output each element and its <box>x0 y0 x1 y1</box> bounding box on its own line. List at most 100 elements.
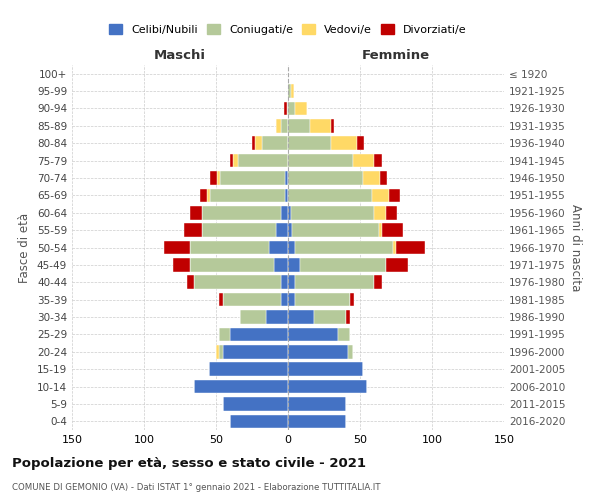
Bar <box>190 258 274 272</box>
Y-axis label: Anni di nascita: Anni di nascita <box>569 204 582 291</box>
Bar <box>194 380 288 394</box>
Bar <box>288 224 292 237</box>
Bar <box>285 171 288 185</box>
Bar <box>291 84 294 98</box>
Bar <box>288 328 338 341</box>
Bar <box>288 240 295 254</box>
Bar <box>357 136 364 150</box>
Bar <box>288 276 295 289</box>
Y-axis label: Fasce di età: Fasce di età <box>19 212 31 282</box>
Bar <box>287 102 288 115</box>
Bar <box>262 136 288 150</box>
Bar <box>241 310 266 324</box>
Bar <box>353 154 374 168</box>
Bar <box>223 293 281 306</box>
Text: COMUNE DI GEMONIO (VA) - Dati ISTAT 1° gennaio 2021 - Elaborazione TUTTITALIA.IT: COMUNE DI GEMONIO (VA) - Dati ISTAT 1° g… <box>12 484 380 492</box>
Text: Maschi: Maschi <box>154 48 206 62</box>
Bar <box>184 224 202 237</box>
Bar <box>310 119 331 132</box>
Bar <box>288 119 310 132</box>
Bar <box>291 206 374 220</box>
Bar <box>281 276 288 289</box>
Bar <box>210 188 285 202</box>
Bar <box>202 206 281 220</box>
Bar <box>209 362 288 376</box>
Bar <box>266 310 288 324</box>
Bar <box>374 206 386 220</box>
Bar <box>288 397 346 410</box>
Bar <box>288 154 353 168</box>
Bar <box>288 102 295 115</box>
Bar <box>230 328 288 341</box>
Bar <box>288 136 331 150</box>
Bar <box>223 397 288 410</box>
Bar <box>216 345 219 358</box>
Bar <box>374 154 382 168</box>
Bar <box>288 206 291 220</box>
Bar <box>288 362 363 376</box>
Bar <box>288 84 291 98</box>
Bar <box>331 119 334 132</box>
Bar <box>288 380 367 394</box>
Bar <box>288 293 295 306</box>
Bar <box>363 171 380 185</box>
Bar <box>349 345 353 358</box>
Bar <box>230 154 233 168</box>
Bar <box>281 206 288 220</box>
Bar <box>219 345 223 358</box>
Bar <box>269 240 288 254</box>
Bar <box>288 310 314 324</box>
Text: Popolazione per età, sesso e stato civile - 2021: Popolazione per età, sesso e stato civil… <box>12 458 366 470</box>
Bar <box>393 240 396 254</box>
Bar <box>219 293 223 306</box>
Bar <box>190 240 269 254</box>
Bar <box>314 310 346 324</box>
Bar <box>285 188 288 202</box>
Bar <box>396 240 425 254</box>
Bar <box>288 188 371 202</box>
Bar <box>223 345 288 358</box>
Bar <box>200 188 208 202</box>
Bar <box>284 102 287 115</box>
Bar <box>371 188 389 202</box>
Bar <box>295 102 307 115</box>
Bar <box>288 345 349 358</box>
Bar <box>274 258 288 272</box>
Bar <box>187 276 194 289</box>
Bar <box>299 258 386 272</box>
Bar <box>238 154 288 168</box>
Legend: Celibi/Nubili, Coniugati/e, Vedovi/e, Divorziati/e: Celibi/Nubili, Coniugati/e, Vedovi/e, Di… <box>105 20 471 39</box>
Bar <box>173 258 190 272</box>
Bar <box>374 276 382 289</box>
Bar <box>220 171 285 185</box>
Bar <box>288 414 346 428</box>
Bar <box>190 206 202 220</box>
Bar <box>164 240 190 254</box>
Bar <box>292 224 379 237</box>
Bar <box>386 258 407 272</box>
Bar <box>350 293 354 306</box>
Bar <box>217 171 220 185</box>
Bar <box>295 276 374 289</box>
Bar <box>208 188 210 202</box>
Bar <box>219 328 230 341</box>
Bar <box>255 136 262 150</box>
Bar <box>386 206 397 220</box>
Bar <box>194 276 281 289</box>
Bar <box>230 414 288 428</box>
Bar <box>288 258 299 272</box>
Bar <box>281 293 288 306</box>
Bar <box>252 136 255 150</box>
Bar <box>281 119 288 132</box>
Bar <box>382 224 403 237</box>
Bar <box>346 310 350 324</box>
Bar <box>210 171 217 185</box>
Text: Femmine: Femmine <box>362 48 430 62</box>
Bar <box>202 224 277 237</box>
Bar <box>233 154 238 168</box>
Bar <box>295 293 350 306</box>
Bar <box>295 240 393 254</box>
Bar <box>277 119 281 132</box>
Bar <box>277 224 288 237</box>
Bar <box>379 224 382 237</box>
